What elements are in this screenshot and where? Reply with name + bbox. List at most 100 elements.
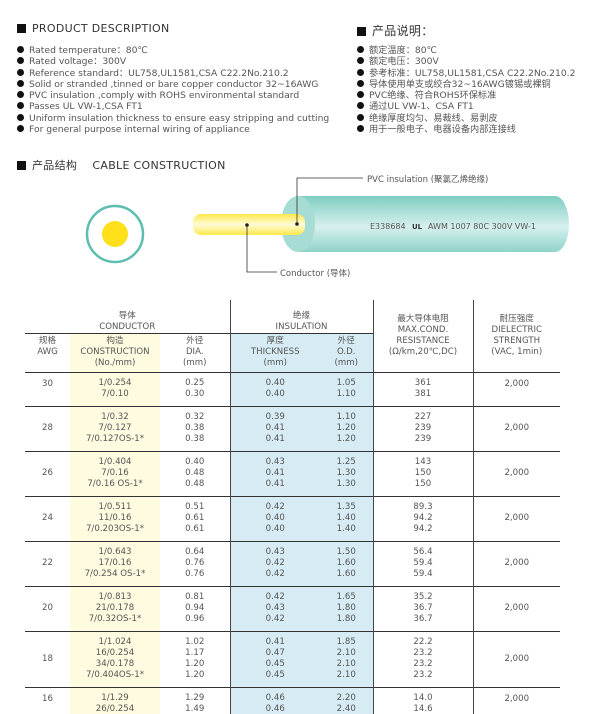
cell-od: 1.25 1.30 1.30 xyxy=(320,450,373,496)
thk-value: 0.39 xyxy=(265,412,285,422)
dia-value: 1.02 xyxy=(185,637,205,647)
awg-value: 24 xyxy=(42,513,53,523)
cell-res: 227 239 239 xyxy=(372,405,473,451)
od-value: 2.10 xyxy=(336,648,356,658)
cons-value: 7/0.16 xyxy=(101,468,129,478)
cell-dia: 1.02 1.17 1.20 1.20 xyxy=(160,630,230,687)
od-value: 1.80 xyxy=(336,614,356,624)
od-value: 1.60 xyxy=(336,569,356,579)
cons-header-en: CONSTRUCTION xyxy=(80,347,150,357)
diel-value: 2,000 xyxy=(504,423,530,433)
diel-value: 2,000 xyxy=(504,653,530,664)
res-value: 227 xyxy=(414,412,432,422)
thk-value: 0.41 xyxy=(265,637,285,647)
cons-value: 17/0.16 xyxy=(98,558,132,568)
cell-res: 22.2 23.2 23.2 23.2 xyxy=(372,630,473,687)
bullet-item: 通过UL VW-1、CSA FT1 xyxy=(357,101,575,112)
bullet-item: PVC绝缘、符合ROHS环保标准 xyxy=(357,90,575,101)
res-value: 36.7 xyxy=(413,614,433,624)
cell-cons: 1/0.643 17/0.16 7/0.254 OS-1* xyxy=(70,540,160,586)
title-en: CABLE CONSTRUCTION xyxy=(92,159,226,172)
cell-cons: 1/0.511 11/0.16 7/0.203OS-1* xyxy=(70,495,160,541)
cell-awg: 20 xyxy=(25,585,70,631)
dia-value: 0.61 xyxy=(185,524,205,534)
cell-cons: 1/0.404 7/0.16 7/0.16 OS-1* xyxy=(70,450,160,496)
awg-value: 26 xyxy=(42,468,53,478)
od-value: 2.40 xyxy=(336,704,356,714)
od-value: 1.10 xyxy=(336,412,356,422)
od-value: 1.85 xyxy=(336,637,356,647)
res-value: 23.2 xyxy=(413,659,433,669)
res-value: 94.2 xyxy=(413,524,433,534)
awg-header-en: AWG xyxy=(37,346,58,357)
res-value: 361 xyxy=(414,378,432,388)
cons-value: 7/0.127OS-1* xyxy=(85,434,145,444)
od-value: 1.20 xyxy=(336,434,356,444)
thk-value: 0.42 xyxy=(265,558,285,568)
res-value: 59.4 xyxy=(413,569,433,579)
thk-value: 0.40 xyxy=(265,524,285,534)
dia-value: 0.38 xyxy=(185,434,205,444)
conductor-label: Conductor (导体) xyxy=(280,268,350,279)
cons-value: 21/0.178 xyxy=(95,603,135,613)
cable-print-spec: AWM 1007 80C 300V VW-1 xyxy=(428,222,536,231)
dia-value: 0.48 xyxy=(185,479,205,489)
cell-awg: 16 xyxy=(25,686,70,714)
thk-value: 0.40 xyxy=(265,378,285,388)
res-header-en1: MAX.COND. xyxy=(397,324,449,335)
cons-value: 7/0.203OS-1* xyxy=(85,524,145,534)
ul-mark-icon: UL xyxy=(412,223,423,231)
thk-header-en: THICKNESS xyxy=(250,347,300,357)
cell-diel: 2,000 xyxy=(472,540,560,586)
od-header-unit: (mm) xyxy=(334,358,358,368)
desc-cn-title: 产品说明： xyxy=(357,22,434,39)
res-header-unit: (Ω/km,20℃,DC) xyxy=(388,346,458,357)
cell-awg: 26 xyxy=(25,450,70,496)
thk-value: 0.42 xyxy=(265,614,285,624)
od-value: 1.80 xyxy=(336,603,356,613)
thk-value: 0.46 xyxy=(265,704,285,714)
dia-value: 0.48 xyxy=(185,468,205,478)
res-value: 56.4 xyxy=(413,547,433,557)
cons-value: 1/0.511 xyxy=(98,502,132,512)
od-value: 1.20 xyxy=(336,423,356,433)
cell-dia: 0.51 0.61 0.61 xyxy=(160,495,230,541)
bullet-item: 导体使用单支或绞合32~16AWG镀锡或裸铜 xyxy=(357,79,575,90)
cons-value: 1/0.643 xyxy=(98,547,132,557)
bullet-item: 绝缘厚度均匀、易裁线、易剥皮 xyxy=(357,113,575,124)
dia-header-cn: 外径 xyxy=(186,336,204,346)
cell-diel: 2,000 xyxy=(472,450,560,496)
cons-value: 7/0.404OS-1* xyxy=(85,670,145,680)
cell-dia: 0.40 0.48 0.48 xyxy=(160,450,230,496)
cell-cons: 1/0.813 21/0.178 7/0.32OS-1* xyxy=(70,585,160,631)
desc-en-list: Rated temperature：80℃ Rated voltage：300V R… xyxy=(17,45,329,135)
dia-value: 0.61 xyxy=(185,513,205,523)
cons-value: 7/0.16 OS-1* xyxy=(87,479,143,489)
res-value: 59.4 xyxy=(413,558,433,568)
awg-value: 18 xyxy=(42,653,53,664)
cell-cons: 1/1.024 16/0.254 34/0.178 7/0.404OS-1* xyxy=(70,630,160,687)
dia-value: 1.49 xyxy=(185,704,205,714)
cons-value: 7/0.127 xyxy=(98,423,132,433)
table-row: 22 1/0.643 17/0.16 7/0.254 OS-1* 0.64 0.76 0.7… xyxy=(25,540,560,586)
thk-value: 0.41 xyxy=(265,434,285,444)
dia-value: 0.76 xyxy=(185,558,205,568)
dia-header-unit: (mm) xyxy=(183,358,207,368)
table-row: 26 1/0.404 7/0.16 7/0.16 OS-1* 0.40 0.48 0.48 0… xyxy=(25,450,560,496)
cell-thk: 0.46 0.46 xyxy=(229,686,320,714)
thk-value: 0.43 xyxy=(265,603,285,613)
cell-diel: 2,000 xyxy=(472,405,560,451)
dia-value: 1.17 xyxy=(185,648,205,658)
cell-dia: 0.25 0.30 xyxy=(160,371,230,406)
res-value: 239 xyxy=(414,423,432,433)
thk-value: 0.41 xyxy=(265,479,285,489)
thk-value: 0.46 xyxy=(265,693,285,704)
res-value: 23.2 xyxy=(413,648,433,658)
cell-od: 1.05 1.10 xyxy=(320,371,373,406)
cons-header-cn: 构造 xyxy=(106,336,124,346)
insulation-body xyxy=(298,196,569,252)
awg-value: 20 xyxy=(42,603,53,613)
dia-value: 0.32 xyxy=(185,412,205,422)
cell-thk: 0.39 0.41 0.41 xyxy=(229,405,320,451)
